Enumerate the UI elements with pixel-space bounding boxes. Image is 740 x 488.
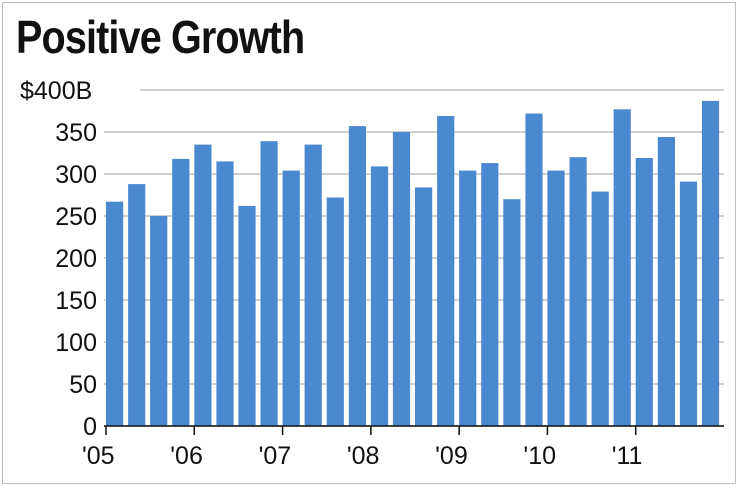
x-tick-label: '10 (523, 442, 556, 470)
bar (415, 187, 433, 426)
x-tick-label: '05 (82, 442, 115, 470)
bar (657, 137, 675, 426)
bar (437, 116, 455, 426)
chart-title: Positive Growth (16, 11, 305, 63)
bar (370, 166, 389, 426)
bar (613, 109, 631, 427)
x-tick-label: '09 (435, 442, 468, 470)
y-tick-label: 50 (69, 371, 97, 399)
bar (503, 199, 521, 426)
y-tick-label: 300 (55, 161, 97, 189)
bar (481, 163, 499, 426)
y-tick-label: 200 (55, 245, 97, 273)
bar (701, 100, 720, 427)
x-tick-label: '07 (259, 442, 292, 470)
y-tick-label: 0 (83, 413, 97, 441)
bar (260, 141, 278, 426)
x-tick-label: '11 (612, 442, 643, 470)
x-tick-label: '06 (170, 442, 203, 470)
bar (106, 201, 124, 426)
y-tick-label: 350 (55, 119, 97, 147)
bar (525, 113, 543, 426)
bar (194, 144, 212, 426)
bar (172, 158, 190, 426)
y-tick-label: $400B (20, 77, 92, 105)
bar (635, 158, 653, 426)
bar (392, 132, 411, 426)
bar (459, 170, 477, 426)
bar (150, 216, 168, 426)
bar (348, 126, 366, 426)
bar (679, 181, 698, 426)
bar (128, 184, 146, 426)
y-tick-label: 150 (55, 287, 97, 315)
bar (547, 170, 565, 426)
bar (216, 161, 234, 426)
bar (304, 144, 322, 426)
y-tick-label: 250 (55, 203, 97, 231)
bar (282, 170, 300, 426)
bar (569, 157, 587, 426)
bar (326, 197, 344, 426)
bar (238, 205, 256, 426)
y-tick-label: 100 (55, 329, 97, 357)
x-tick-label: '08 (347, 442, 380, 470)
bar (591, 191, 609, 426)
